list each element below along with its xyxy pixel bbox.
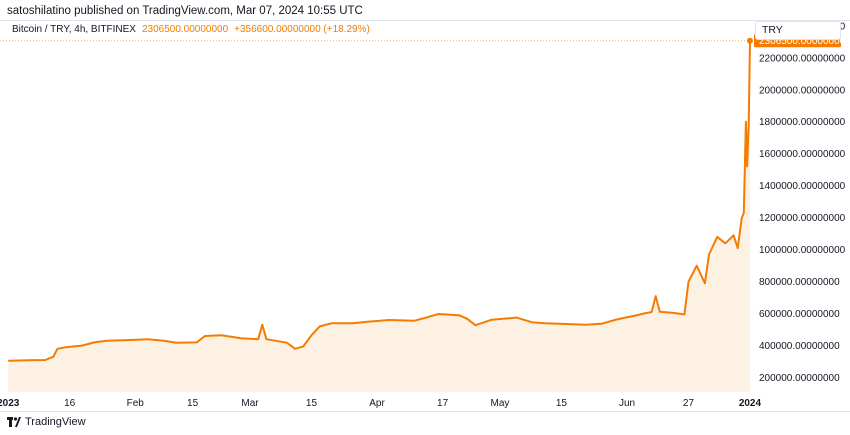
tradingview-logo-icon [7,417,21,427]
price-line[interactable] [8,40,751,362]
x-tick-label: Jun [619,398,635,409]
legend-change: +356600.00000000 (+18.29%) [234,24,370,35]
y-tick-label: 800000.00000000 [759,277,840,288]
y-tick-label: 1000000.00000000 [759,245,846,256]
legend-symbol[interactable]: Bitcoin / TRY, 4h, BITFINEX [12,24,136,35]
y-tick-label: 600000.00000000 [759,309,840,320]
x-tick-label: 2024 [739,398,762,409]
price-area-fill [8,40,750,392]
x-tick-label: 15 [187,398,199,409]
x-tick-label: 27 [683,398,695,409]
x-tick-label: 15 [306,398,318,409]
y-tick-label: 200000.00000000 [759,373,840,384]
footer-brand[interactable]: TradingView [7,416,86,428]
x-tick-label: Feb [127,398,145,409]
y-tick-label: 1600000.00000000 [759,149,846,160]
currency-label: TRY [762,24,783,36]
y-tick-label: 1400000.00000000 [759,181,846,192]
footer-brand-label: TradingView [25,416,86,428]
x-tick-label: Mar [241,398,259,409]
chart-frame [0,20,850,412]
y-tick-label: 2000000.00000000 [759,85,846,96]
y-tick-label: 1200000.00000000 [759,213,846,224]
y-tick-label: 1800000.00000000 [759,117,846,128]
published-caption: satoshilatino published on TradingView.c… [7,5,363,17]
x-tick-label: 17 [437,398,449,409]
x-tick-label: 15 [556,398,568,409]
x-tick-label: 2023 [0,398,20,409]
currency-selector[interactable]: TRY [755,21,841,40]
legend-last-value: 2306500.00000000 [141,24,229,35]
last-price-dot [746,37,753,44]
last-price-badge-label: 2306500.00000000 [759,36,846,47]
x-tick-label: 16 [64,398,76,409]
x-tick-label: Apr [369,398,385,409]
x-tick-label: May [491,398,510,409]
y-tick-label: 2200000.00000000 [759,53,846,64]
y-tick-label: 400000.00000000 [759,341,840,352]
chart-legend: Bitcoin / TRY, 4h, BITFINEX 2306500.0000… [12,24,370,35]
